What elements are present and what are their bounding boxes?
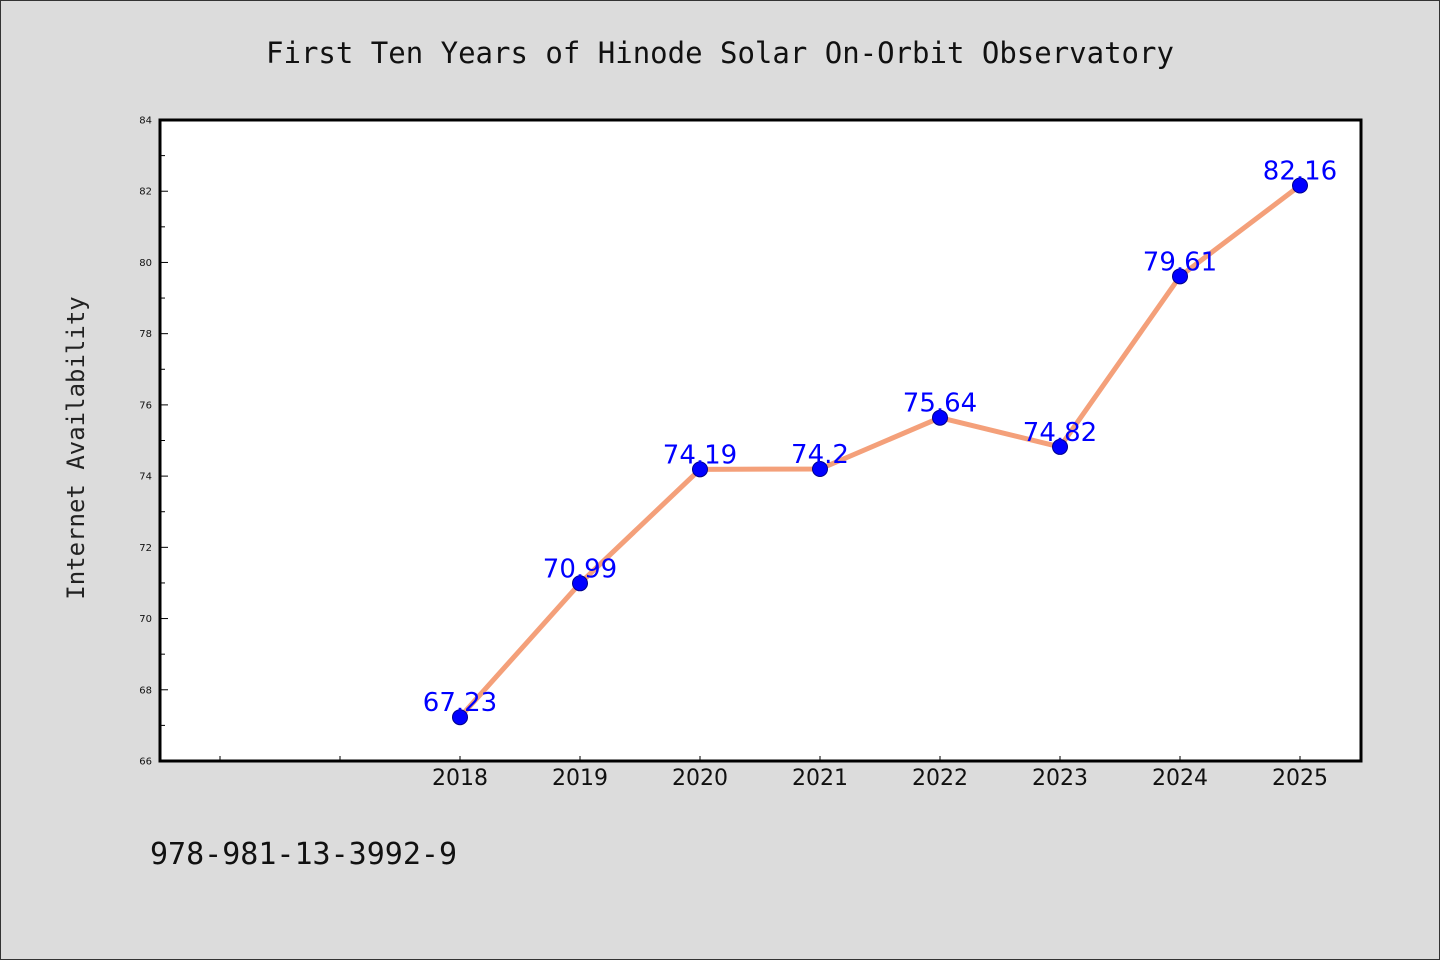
y-tick-label: 72: [139, 543, 152, 554]
y-tick-label: 80: [139, 258, 152, 269]
data-label: 82.16: [1263, 157, 1337, 187]
data-label: 74.19: [663, 440, 737, 470]
data-labels-layer: 67.23 70.99 74.19 74.2 75.64 74.82 79.61 82.16: [423, 157, 1337, 719]
data-label: 70.99: [543, 554, 617, 584]
x-tick-label: 2023: [1032, 766, 1088, 791]
y-tick-label: 74: [139, 472, 152, 483]
series-line: [457, 183, 1303, 720]
chart-title: First Ten Years of Hinode Solar On-Orbit…: [266, 36, 1174, 70]
data-point: [572, 575, 588, 592]
x-tick-label: 2018: [432, 766, 488, 791]
x-axis: 2018 2019 2020 2021 2022 2023 2024 2025: [219, 756, 1328, 791]
y-tick-label: 84: [139, 116, 152, 127]
y-tick-label: 68: [139, 685, 152, 696]
x-tick-label: 2025: [1272, 766, 1328, 791]
x-tick-label: 2020: [672, 766, 728, 791]
isbn-footer: 978-981-13-3992-9: [150, 837, 457, 872]
y-tick-label: 76: [139, 400, 152, 411]
data-point: [1052, 438, 1068, 455]
y-axis-label: Internet Availability: [62, 296, 90, 599]
y-tick-label: 78: [139, 329, 152, 340]
data-point: [1172, 268, 1188, 285]
data-point: [932, 409, 948, 426]
data-label: 67.23: [423, 688, 497, 718]
x-tick-label: 2022: [912, 766, 968, 791]
y-tick-label: 70: [139, 614, 152, 625]
y-tick-label: 82: [139, 187, 152, 198]
data-label: 74.2: [791, 440, 849, 470]
y-tick-label: 66: [139, 757, 152, 768]
x-tick-label: 2019: [552, 766, 608, 791]
plot-area: [158, 118, 1363, 763]
data-label: 75.64: [903, 389, 977, 419]
data-label: 74.82: [1023, 418, 1097, 448]
y-axis: 66 68 70 72 74 76 78 80 82 84: [139, 116, 168, 768]
data-point: [812, 460, 828, 477]
data-point: [692, 461, 708, 478]
data-label: 79.61: [1143, 247, 1217, 277]
x-tick-label: 2021: [792, 766, 848, 791]
x-tick-label: 2024: [1152, 766, 1208, 791]
series-layer: [452, 177, 1308, 726]
data-point: [452, 709, 468, 726]
data-point: [1292, 177, 1308, 194]
